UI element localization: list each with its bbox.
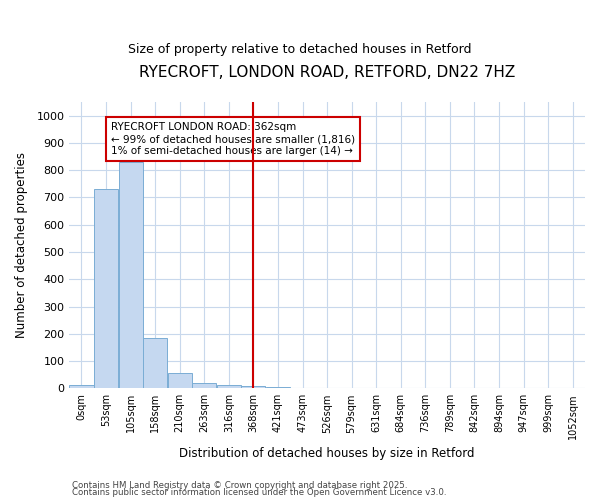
Text: Contains public sector information licensed under the Open Government Licence v3: Contains public sector information licen…: [72, 488, 446, 497]
X-axis label: Distribution of detached houses by size in Retford: Distribution of detached houses by size …: [179, 447, 475, 460]
Text: Contains HM Land Registry data © Crown copyright and database right 2025.: Contains HM Land Registry data © Crown c…: [72, 480, 407, 490]
Bar: [192, 383, 217, 388]
Bar: [241, 386, 265, 388]
Bar: [217, 385, 241, 388]
Bar: [70, 385, 94, 388]
Text: Size of property relative to detached houses in Retford: Size of property relative to detached ho…: [128, 42, 472, 56]
Text: RYECROFT LONDON ROAD: 362sqm
← 99% of detached houses are smaller (1,816)
1% of : RYECROFT LONDON ROAD: 362sqm ← 99% of de…: [111, 122, 355, 156]
Y-axis label: Number of detached properties: Number of detached properties: [15, 152, 28, 338]
Title: RYECROFT, LONDON ROAD, RETFORD, DN22 7HZ: RYECROFT, LONDON ROAD, RETFORD, DN22 7HZ: [139, 65, 515, 80]
Bar: [119, 162, 143, 388]
Bar: [143, 338, 167, 388]
Bar: [167, 373, 192, 388]
Bar: [266, 387, 290, 388]
Bar: [94, 190, 118, 388]
